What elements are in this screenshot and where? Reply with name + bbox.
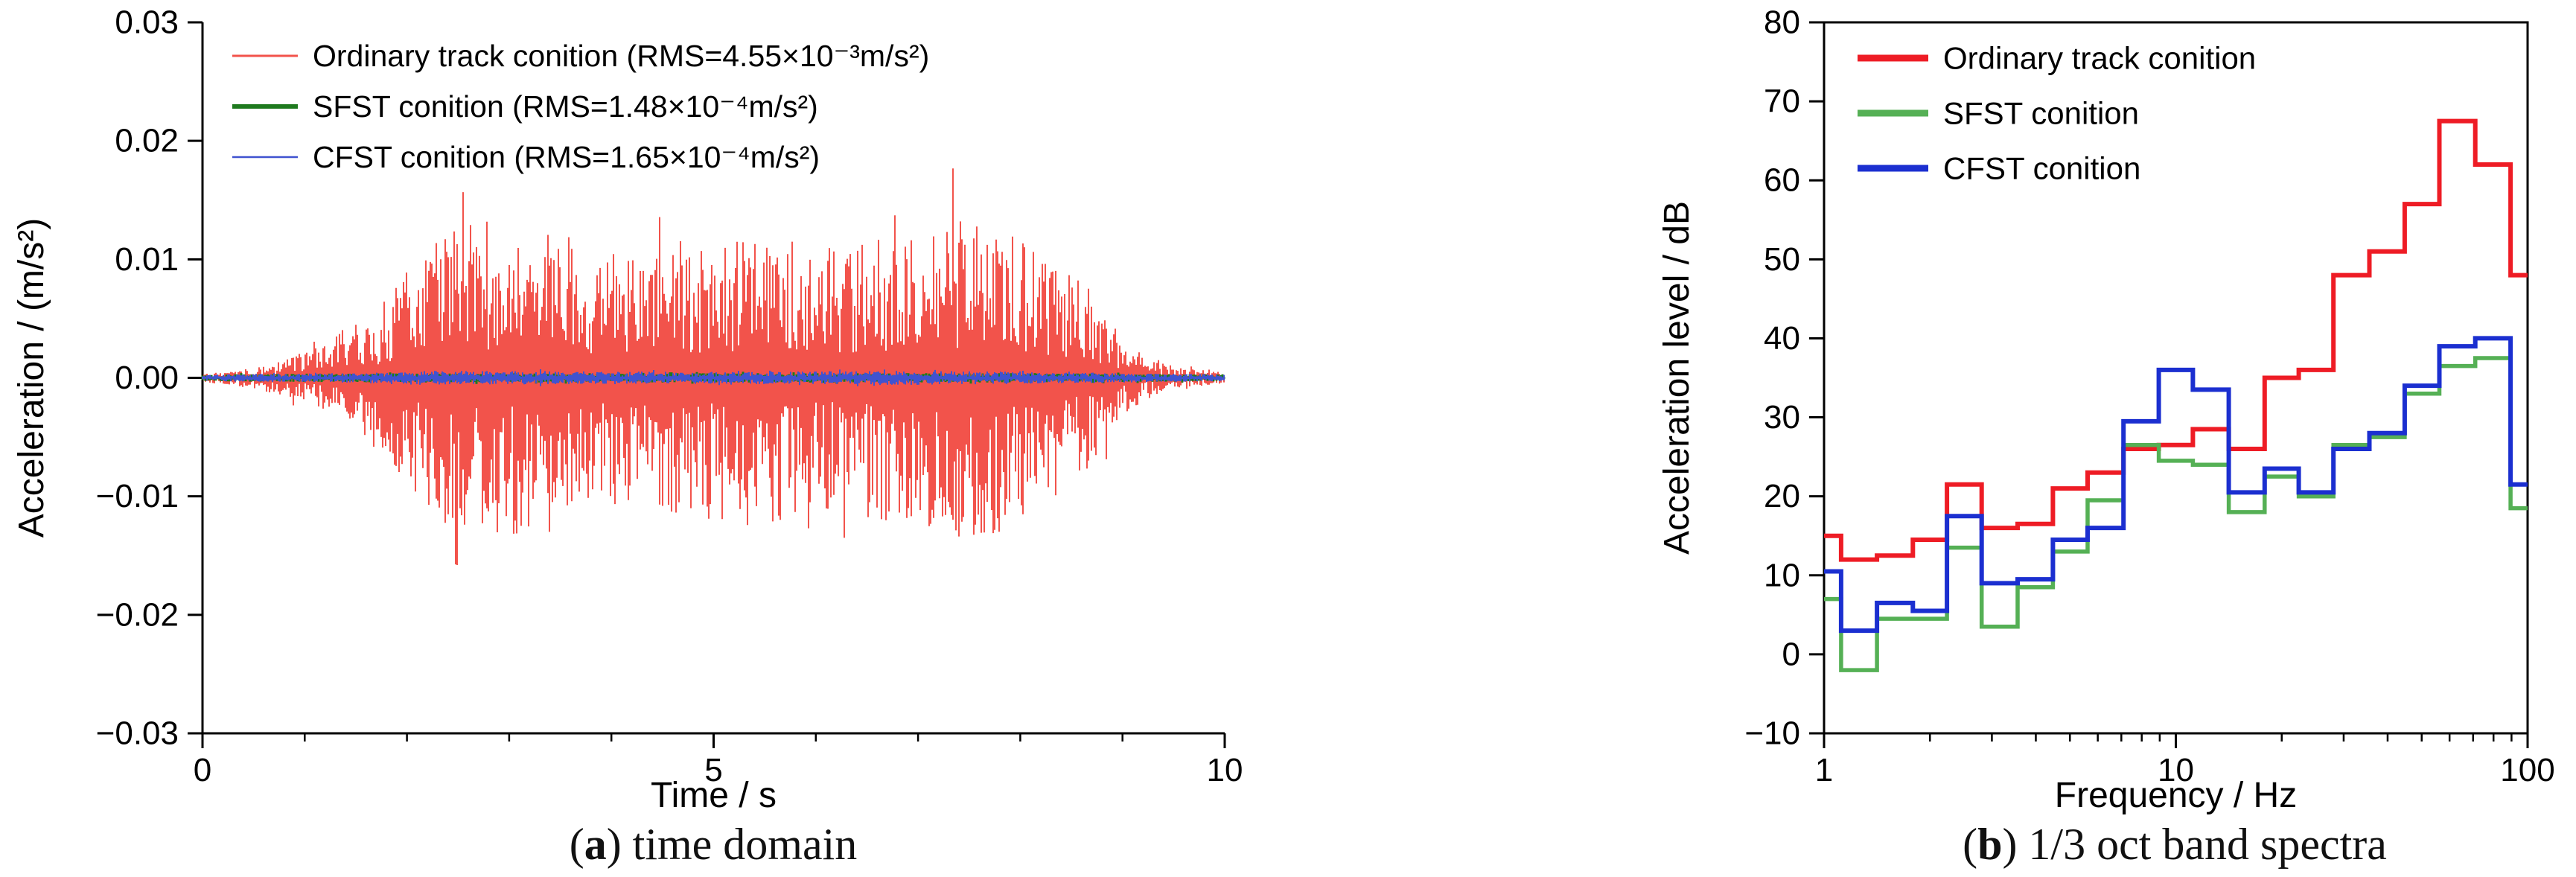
x-axis-label: Frequency / Hz [2055, 776, 2297, 815]
y-tick-label: 10 [1764, 557, 1800, 593]
series-ordinary [202, 168, 1225, 565]
x-tick-label: 1 [1815, 752, 1833, 788]
y-tick-label: 0 [1782, 636, 1800, 672]
caption-a-letter: a [584, 820, 607, 869]
series-ordinary [1824, 118, 2528, 562]
y-tick-label: 80 [1764, 4, 1800, 41]
plot-frame [1823, 21, 2529, 735]
x-axis-label: Time / s [651, 776, 777, 815]
y-tick-label: 0.00 [115, 360, 179, 396]
x-tick-label: 0 [194, 752, 211, 788]
caption-b-open: ( [1963, 820, 1978, 869]
y-tick-label: −0.03 [96, 715, 179, 752]
y-tick-label: −0.01 [96, 478, 179, 514]
y-tick-label: −0.02 [96, 596, 179, 633]
x-tick-label: 100 [2500, 752, 2554, 788]
caption-oct-band: (b) 1/3 oct band spectra [1654, 819, 2576, 874]
y-tick-label: 0.03 [115, 4, 179, 41]
y-axis-label: Acceleration / (m/s²) [12, 218, 51, 538]
y-tick-label: 0.01 [115, 241, 179, 278]
y-tick-label: 60 [1764, 162, 1800, 199]
legend-label-ordinary: Ordinary track conition [1943, 41, 2256, 76]
legend-label-cfst: CFST conition [1943, 151, 2140, 186]
legend-label-ordinary: Ordinary track conition (RMS=4.55×10⁻³m/… [313, 39, 929, 73]
caption-b-letter: b [1977, 820, 2003, 869]
legend-label-sfst: SFST conition [1943, 96, 2139, 131]
caption-a-open: ( [569, 820, 584, 869]
x-tick-label: 10 [1207, 752, 1243, 788]
legend-label-sfst: SFST conition (RMS=1.48×10⁻⁴m/s²) [313, 89, 818, 124]
legend-label-cfst: CFST conition (RMS=1.65×10⁻⁴m/s²) [313, 140, 820, 174]
y-tick-label: 70 [1764, 83, 1800, 120]
time-domain-chart: 0 5 10 0.03 0.02 0.01 0.00 −0.01 −0.02 −0.03 Time … [12, 4, 1243, 816]
x-tick-label: 10 [2158, 752, 2194, 788]
y-tick-label: 20 [1764, 478, 1800, 514]
x-tick-label: 5 [704, 752, 722, 788]
caption-b-text: ) 1/3 oct band spectra [2002, 820, 2387, 869]
series-cfst [1824, 336, 2528, 634]
series-sfst [1824, 356, 2528, 672]
series-cfst [202, 369, 1225, 386]
caption-time-domain: (a) time domain [192, 819, 1234, 874]
y-tick-label: 40 [1764, 320, 1800, 357]
y-tick-label: 50 [1764, 241, 1800, 278]
y-tick-label: 30 [1764, 399, 1800, 436]
y-tick-label: −10 [1744, 715, 1800, 752]
y-axis-label: Acceleration level / dB [1657, 201, 1697, 555]
caption-a-text: ) time domain [606, 820, 858, 869]
y-tick-label: 0.02 [115, 123, 179, 159]
